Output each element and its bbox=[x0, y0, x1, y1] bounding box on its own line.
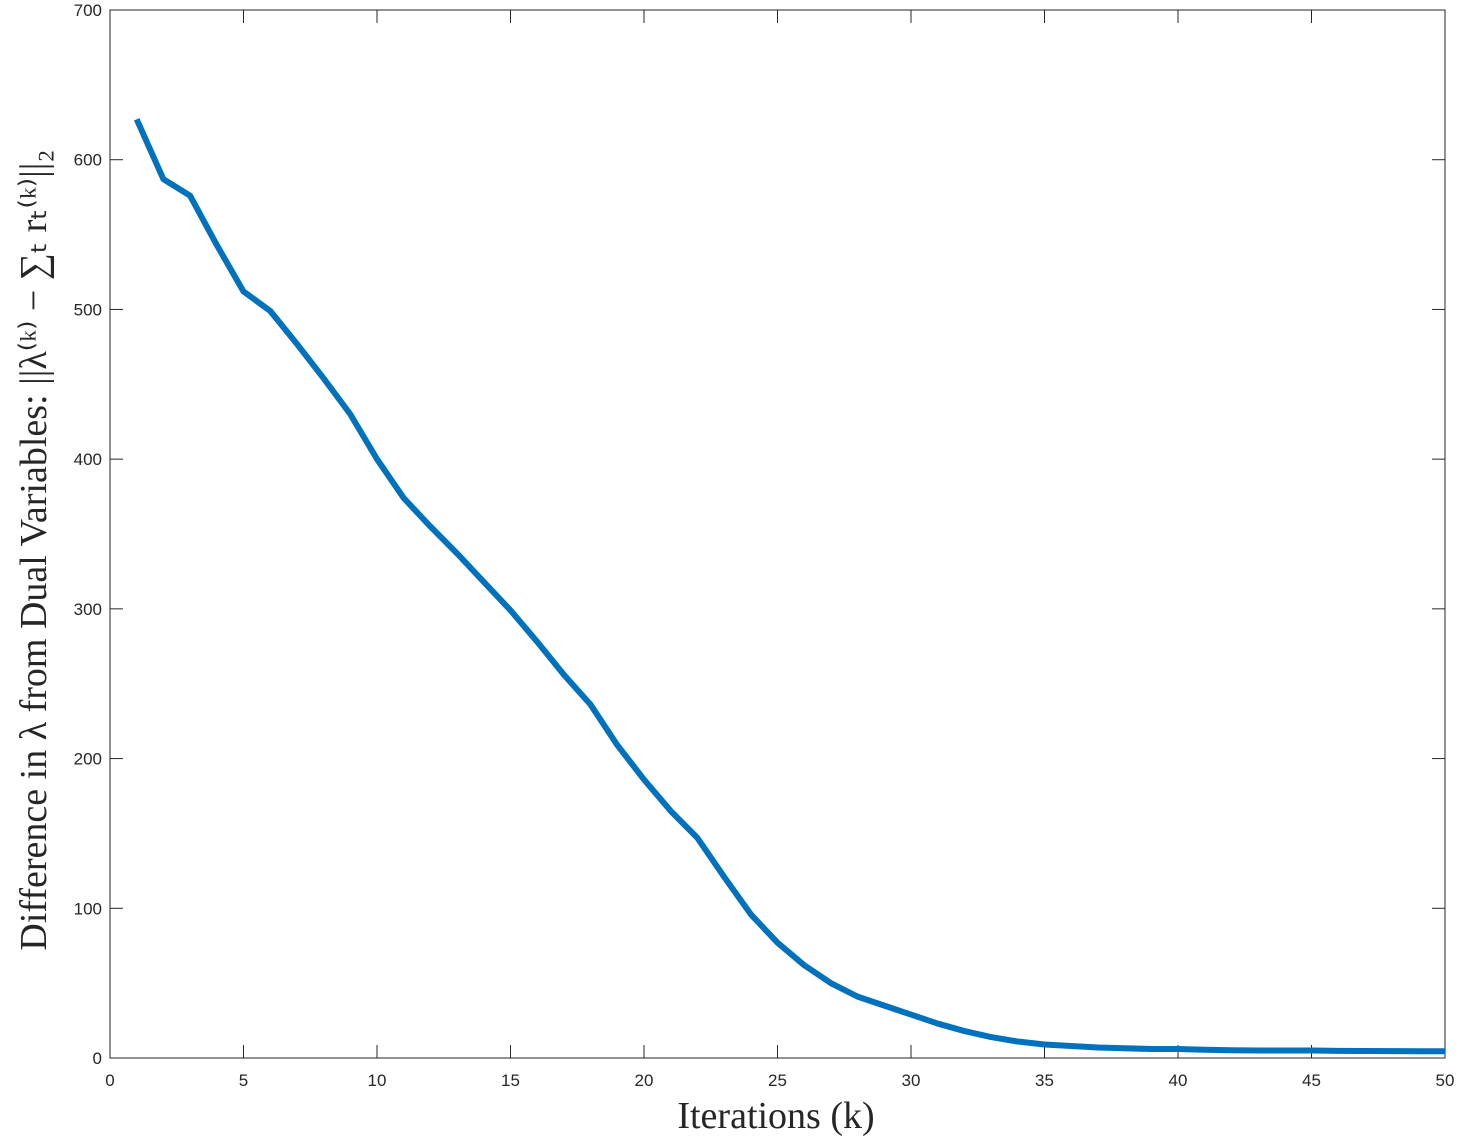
y-tick-label: 700 bbox=[74, 1, 102, 20]
x-axis-label: Iterations (k) bbox=[677, 1095, 874, 1137]
y-axis-label: Difference in λ from Dual Variables: ||λ… bbox=[13, 149, 55, 950]
x-tick-label: 0 bbox=[105, 1071, 114, 1090]
x-tick-label: 20 bbox=[635, 1071, 654, 1090]
x-tick-label: 30 bbox=[902, 1071, 921, 1090]
x-tick-label: 5 bbox=[239, 1071, 248, 1090]
y-tick-label: 100 bbox=[74, 899, 102, 918]
y-tick-label: 300 bbox=[74, 600, 102, 619]
y-tick-label: 600 bbox=[74, 151, 102, 170]
x-tick-label: 35 bbox=[1035, 1071, 1054, 1090]
x-tick-label: 25 bbox=[768, 1071, 787, 1090]
plot-area bbox=[109, 9, 1446, 1059]
x-tick-label: 10 bbox=[368, 1071, 387, 1090]
x-tick-label: 15 bbox=[501, 1071, 520, 1090]
y-tick-label: 400 bbox=[74, 450, 102, 469]
x-tick-label: 45 bbox=[1302, 1071, 1321, 1090]
y-tick-label: 0 bbox=[93, 1049, 102, 1068]
y-tick-label: 500 bbox=[74, 300, 102, 319]
y-tick-label: 200 bbox=[74, 750, 102, 769]
x-tick-label: 50 bbox=[1436, 1071, 1455, 1090]
x-tick-label: 40 bbox=[1169, 1071, 1188, 1090]
data-line bbox=[133, 118, 1445, 1055]
